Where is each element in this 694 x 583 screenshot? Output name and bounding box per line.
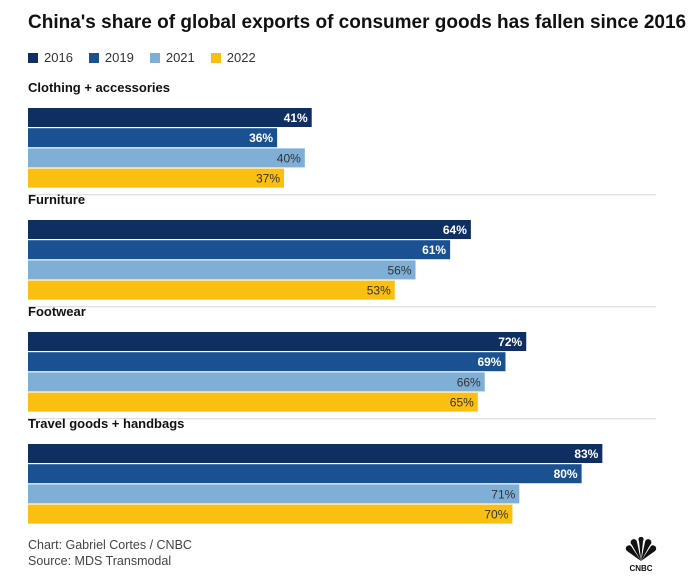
- legend-item-2016: 2016: [28, 50, 73, 65]
- category-group-clothing-accessories: Clothing + accessories 41% 36% 40% 37%: [28, 80, 656, 196]
- data-label: 70%: [484, 508, 508, 522]
- data-label: 83%: [574, 447, 598, 461]
- bar-clothing-accessories-2016: [28, 108, 312, 127]
- data-label: 65%: [450, 396, 474, 410]
- legend-item-2022: 2022: [210, 50, 256, 65]
- category-label: Clothing + accessories: [28, 80, 170, 95]
- bar-furniture-2021: [28, 260, 416, 280]
- data-label: 72%: [498, 335, 522, 349]
- data-label: 66%: [457, 375, 481, 389]
- bar-furniture-2016: [28, 220, 471, 239]
- data-label: 41%: [284, 111, 308, 125]
- chart-credit: Chart: Gabriel Cortes / CNBC: [28, 538, 192, 552]
- data-label: 64%: [443, 223, 467, 237]
- chart-title: China's share of global exports of consu…: [28, 12, 687, 33]
- bar-travel-goods-handbags-2019: [28, 464, 582, 484]
- category-group-furniture: Furniture 64% 61% 56% 53%: [28, 192, 656, 308]
- bar-travel-goods-handbags-2016: [28, 444, 603, 463]
- legend-label-2016: 2016: [44, 50, 73, 65]
- data-label: 53%: [367, 284, 391, 298]
- data-label: 40%: [277, 151, 301, 165]
- bar-clothing-accessories-2021: [28, 148, 305, 168]
- category-label: Footwear: [28, 304, 86, 319]
- footer: Chart: Gabriel Cortes / CNBC Source: MDS…: [28, 537, 192, 569]
- data-label: 69%: [477, 355, 501, 369]
- legend-swatch-2019: [88, 52, 99, 63]
- bar-footwear-2022: [28, 392, 478, 412]
- bar-travel-goods-handbags-2022: [28, 504, 513, 524]
- bar-travel-goods-handbags-2021: [28, 484, 520, 504]
- legend-swatch-2016: [28, 52, 38, 63]
- bar-footwear-2019: [28, 352, 506, 372]
- bar-footwear-2021: [28, 372, 485, 392]
- legend-swatch-2021: [149, 52, 160, 63]
- data-label: 71%: [491, 487, 515, 501]
- bar-furniture-2022: [28, 280, 395, 300]
- bar-furniture-2019: [28, 240, 451, 260]
- logo-text: CNBC: [629, 564, 652, 573]
- chart-source: Source: MDS Transmodal: [28, 554, 172, 568]
- category-group-footwear: Footwear 72% 69% 66% 65%: [28, 304, 656, 420]
- category-group-travel-goods-handbags: Travel goods + handbags 83% 80% 71% 70%: [28, 416, 603, 524]
- data-label: 56%: [387, 263, 411, 277]
- data-label: 37%: [256, 172, 280, 186]
- bar-clothing-accessories-2019: [28, 128, 278, 148]
- bar-clothing-accessories-2022: [28, 168, 285, 188]
- legend: 2016 2019 2021 2022: [28, 50, 256, 65]
- data-label: 61%: [422, 243, 446, 257]
- legend-label-2019: 2019: [104, 50, 134, 65]
- data-label: 80%: [554, 467, 578, 481]
- legend-label-2022: 2022: [226, 50, 256, 65]
- data-label: 36%: [249, 131, 273, 145]
- legend-item-2019: 2019: [88, 50, 134, 65]
- category-label: Travel goods + handbags: [28, 416, 184, 431]
- legend-label-2021: 2021: [165, 50, 195, 65]
- bar-footwear-2016: [28, 332, 527, 351]
- category-label: Furniture: [28, 192, 85, 207]
- legend-swatch-2022: [210, 52, 221, 63]
- cnbc-peacock-logo: CNBC: [625, 537, 657, 573]
- legend-item-2021: 2021: [149, 50, 195, 65]
